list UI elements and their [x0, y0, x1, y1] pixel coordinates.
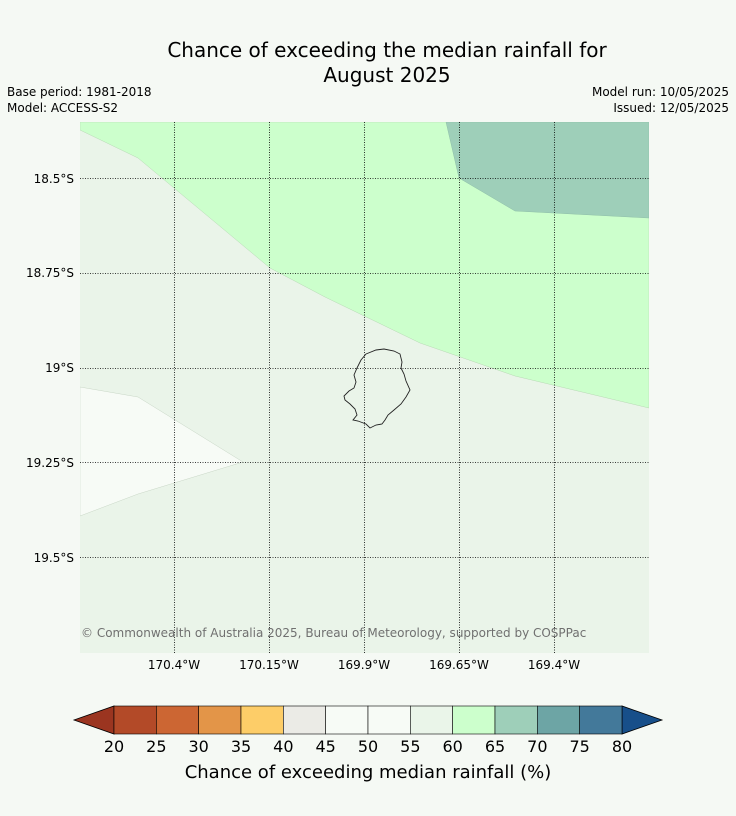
lon-label: 170.4°W — [148, 658, 200, 672]
map-title-line2: August 2025 — [323, 63, 451, 87]
colorbar-segment — [452, 705, 496, 735]
colorbar-tick-label: 45 — [315, 737, 335, 756]
colorbar-segment — [198, 705, 242, 735]
colorbar-over-arrow — [621, 705, 664, 735]
colorbar-tick-label: 25 — [146, 737, 166, 756]
colorbar-tick-label: 40 — [273, 737, 293, 756]
colorbar-under-arrow — [72, 705, 115, 735]
issued-date: Issued: 12/05/2025 — [613, 101, 729, 115]
colorbar-tick-label: 50 — [358, 737, 378, 756]
colorbar-tick-label: 70 — [527, 737, 547, 756]
colorbar-tick-label: 35 — [231, 737, 251, 756]
colorbar-segment — [367, 705, 411, 735]
colorbar-tick-label: 75 — [569, 737, 589, 756]
copyright-text: © Commonwealth of Australia 2025, Bureau… — [81, 626, 586, 640]
lat-label: 19.25°S — [26, 456, 74, 470]
colorbar-segment — [537, 705, 580, 735]
colorbar-tick-label: 60 — [442, 737, 462, 756]
region-50-55 — [80, 386, 244, 517]
region-60-65-corner — [570, 632, 649, 653]
lat-label: 19°S — [45, 361, 74, 375]
graticule — [80, 122, 649, 653]
lon-labels: 170.4°W 170.15°W 169.9°W 169.65°W 169.4°… — [148, 658, 580, 672]
meta-right: Model run: 10/05/2025 Issued: 12/05/2025 — [592, 84, 729, 116]
colorbar-segment — [113, 705, 157, 735]
colorbar: 20 25 30 35 40 45 50 55 60 65 70 75 80 — [72, 705, 664, 756]
map-title: Chance of exceeding the median rainfall … — [0, 38, 736, 88]
lat-label: 19.5°S — [34, 551, 74, 565]
region-65-70 — [445, 122, 649, 219]
colorbar-label: Chance of exceeding median rainfall (%) — [185, 762, 552, 783]
colorbar-segment — [579, 705, 623, 735]
colorbar-tick-label: 65 — [485, 737, 505, 756]
colorbar-tick-label: 30 — [188, 737, 208, 756]
colorbar-segment — [325, 705, 369, 735]
lon-label: 170.15°W — [239, 658, 299, 672]
colorbar-segment — [240, 705, 284, 735]
lat-label: 18.5°S — [34, 172, 74, 186]
lat-labels: 18.5°S 18.75°S 19°S 19.25°S 19.5°S — [26, 172, 74, 565]
colorbar-segment — [494, 705, 538, 735]
colorbar-segment — [283, 705, 326, 735]
colorbar-segment — [410, 705, 453, 735]
base-period: Base period: 1981-2018 — [7, 85, 152, 99]
map-area: © Commonwealth of Australia 2025, Bureau… — [80, 122, 649, 653]
model-run: Model run: 10/05/2025 — [591, 85, 729, 99]
map-title-line1: Chance of exceeding the median rainfall … — [167, 38, 607, 62]
lon-label: 169.65°W — [429, 658, 489, 672]
colorbar-tick-label: 80 — [612, 737, 632, 756]
lat-label: 18.75°S — [26, 266, 74, 280]
meta-left: Base period: 1981-2018 Model: ACCESS-S2 — [7, 84, 152, 116]
colorbar-tick-label: 55 — [400, 737, 420, 756]
colorbar-tick-label: 20 — [104, 737, 124, 756]
colorbar-segment — [156, 705, 199, 735]
model-name: Model: ACCESS-S2 — [7, 101, 119, 115]
lon-label: 169.9°W — [338, 658, 390, 672]
lon-label: 169.4°W — [528, 658, 580, 672]
island-coastline — [343, 348, 411, 429]
